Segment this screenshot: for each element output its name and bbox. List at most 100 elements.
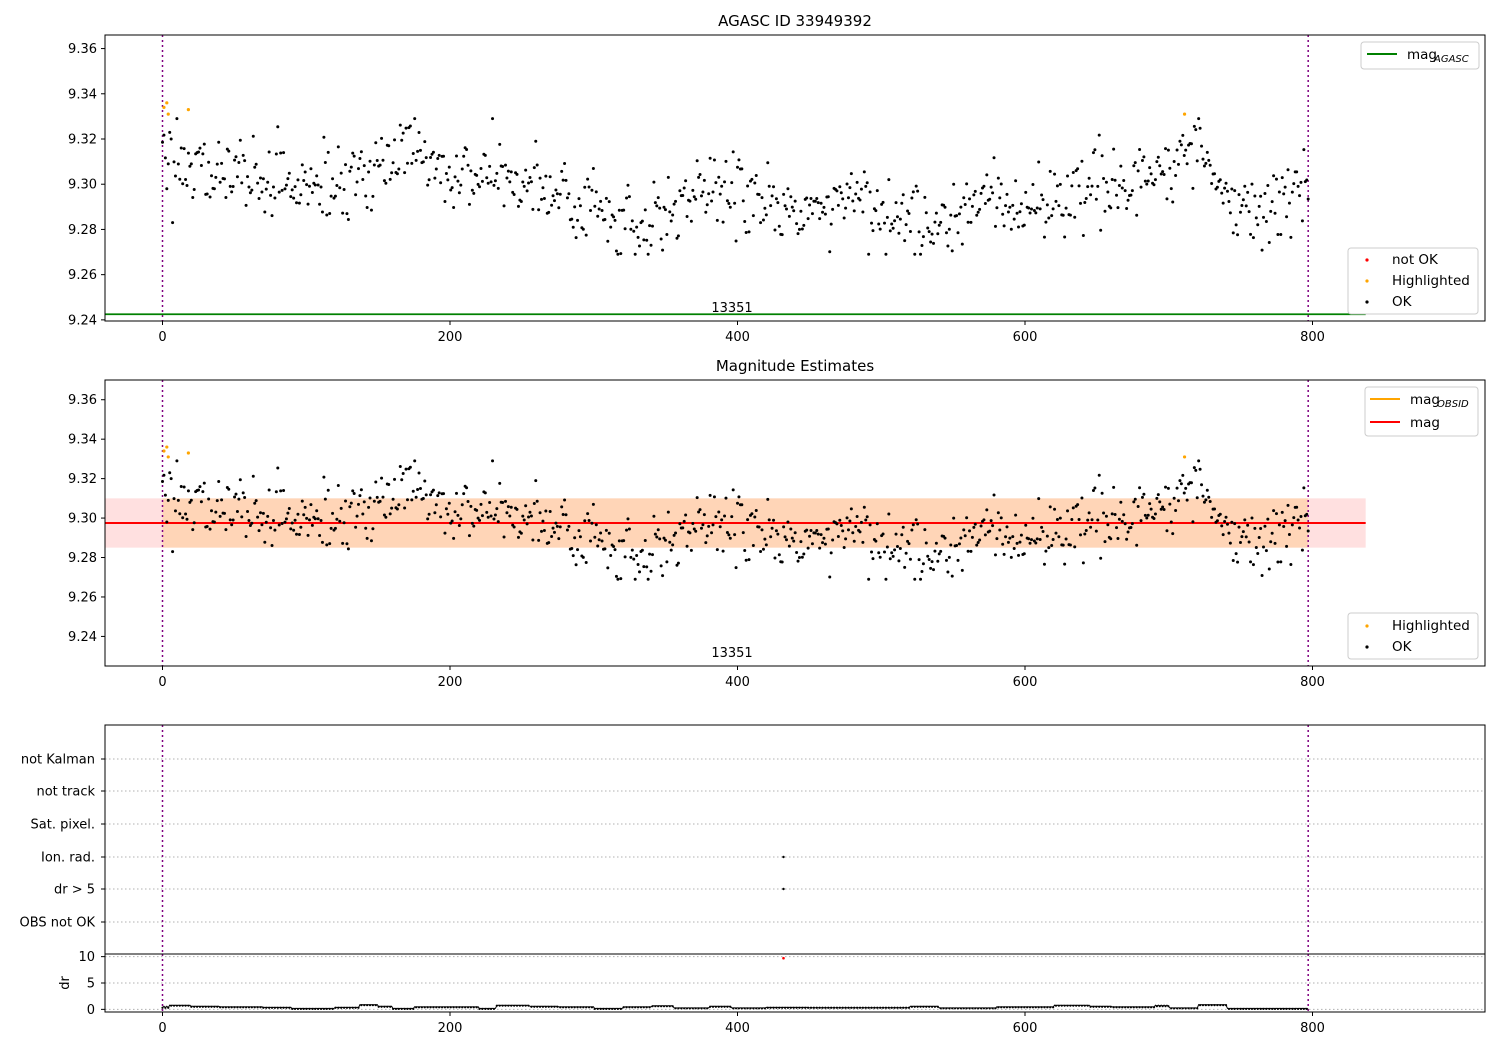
dr-point (170, 1004, 173, 1007)
magnitude-point (205, 525, 209, 529)
agasc-point (772, 185, 776, 189)
magnitude-point (975, 543, 979, 547)
magnitude-point (1240, 535, 1244, 539)
agasc-point (939, 220, 943, 224)
dr-point (567, 1006, 570, 1009)
magnitude-point (1228, 541, 1232, 545)
magnitude-point (1184, 486, 1188, 490)
agasc-point (992, 156, 996, 160)
magnitude-point (442, 492, 446, 496)
dr-point (1204, 1004, 1207, 1007)
dr-ytick-label-0: 0 (87, 1003, 95, 1018)
magnitude-point (600, 539, 604, 543)
magnitude-point (584, 560, 588, 564)
agasc-point (907, 212, 911, 216)
dr-point (1141, 1006, 1144, 1009)
agasc-point (1215, 185, 1219, 189)
magnitude-point (444, 507, 448, 511)
agasc-point (702, 178, 706, 182)
agasc-point (1078, 201, 1082, 205)
dr-point (337, 1006, 340, 1009)
magnitude-point (380, 476, 384, 480)
magnitude-point (318, 534, 322, 538)
magnitude-point (361, 512, 365, 516)
dr-point (1273, 1007, 1277, 1010)
magnitude-point (859, 520, 863, 524)
agasc-point (818, 217, 822, 221)
dr-point (285, 1006, 288, 1009)
agasc-point (1179, 143, 1183, 147)
dr-point (291, 1007, 294, 1010)
magnitude-point (341, 541, 345, 545)
agasc-point (356, 167, 360, 171)
agasc-point (1195, 159, 1199, 163)
agasc-point (1081, 234, 1085, 238)
magnitude-xtick-label-200: 200 (438, 675, 463, 690)
agasc-point (1116, 206, 1120, 210)
agasc-point (901, 193, 905, 197)
dr-point (207, 1005, 210, 1008)
magnitude-point (498, 481, 502, 485)
magnitude-point (1213, 507, 1217, 511)
agasc-point (813, 199, 817, 203)
agasc-point (848, 186, 852, 190)
magnitude-ytick-label-5: 9.34 (68, 433, 97, 448)
dr-point (870, 1006, 873, 1009)
agasc-point (894, 201, 898, 205)
agasc-point (436, 156, 440, 160)
dr-point (527, 1004, 530, 1007)
dr-point (1037, 1006, 1040, 1009)
agasc-point (567, 192, 571, 196)
magnitude-point (1231, 559, 1235, 563)
dr-point (1167, 1005, 1170, 1008)
agasc-point (769, 204, 773, 208)
magnitude-point (597, 538, 601, 542)
dr-point (720, 1005, 723, 1008)
dr-point (524, 1004, 527, 1007)
agasc-point (1283, 185, 1287, 189)
magnitude-point (273, 528, 277, 532)
magnitude-point (355, 514, 359, 518)
agasc-point (563, 162, 567, 165)
agasc-point (1162, 172, 1166, 176)
magnitude-point (799, 540, 803, 544)
agasc-point (724, 159, 728, 163)
agasc-point (555, 192, 559, 196)
agasc-point (456, 179, 460, 183)
magnitude-point (626, 517, 630, 521)
agasc-point (734, 239, 738, 243)
agasc-point (698, 173, 702, 177)
magnitude-point (217, 480, 221, 484)
magnitude-point (237, 497, 241, 501)
agasc-point (911, 190, 915, 194)
agasc-point-legend: not OK Highlighted OK (1347, 247, 1479, 315)
magnitude-point (594, 523, 598, 527)
magnitude-point (926, 554, 930, 558)
dr-point (1101, 1005, 1104, 1008)
agasc-point (1099, 228, 1103, 232)
agasc-point (505, 176, 509, 180)
magnitude-point (483, 491, 487, 495)
dr-point (279, 1006, 282, 1009)
agasc-point (773, 228, 777, 232)
dr-point (942, 1007, 945, 1010)
magnitude-point (290, 521, 294, 525)
magnitude-point (1210, 515, 1214, 519)
magnitude-point (1238, 541, 1242, 545)
agasc-point (1066, 174, 1070, 178)
dr-point (412, 1007, 415, 1010)
magnitude-point (551, 526, 555, 530)
agasc-point (374, 141, 378, 145)
dr-point (400, 1007, 403, 1010)
agasc-point (574, 236, 578, 240)
agasc-point (434, 167, 438, 171)
agasc-point (766, 161, 770, 165)
agasc-point (336, 145, 340, 149)
magnitude-point (800, 555, 804, 559)
magnitude-point (929, 566, 933, 570)
agasc-point (1208, 163, 1212, 167)
agasc-point (845, 182, 849, 186)
dr-point (1213, 1004, 1216, 1007)
agasc-point (171, 221, 175, 225)
magnitude-point (666, 510, 670, 514)
